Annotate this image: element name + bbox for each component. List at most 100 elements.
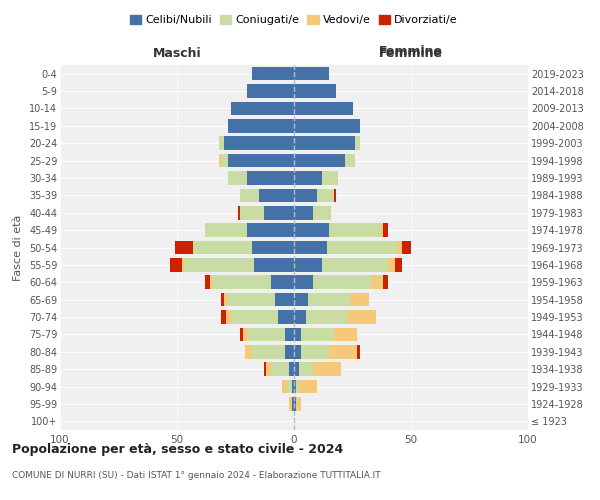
- Bar: [294, 136, 355, 150]
- Bar: [299, 380, 317, 394]
- Bar: [313, 362, 341, 376]
- Bar: [226, 310, 231, 324]
- Bar: [271, 276, 294, 289]
- Bar: [313, 206, 331, 220]
- Bar: [294, 345, 301, 358]
- Bar: [252, 240, 294, 254]
- Bar: [301, 328, 334, 341]
- Text: Femmine: Femmine: [379, 47, 443, 60]
- Bar: [294, 276, 313, 289]
- Bar: [346, 154, 355, 168]
- Bar: [229, 119, 294, 132]
- Bar: [294, 362, 299, 376]
- Bar: [193, 240, 252, 254]
- Bar: [175, 240, 193, 254]
- Bar: [329, 345, 357, 358]
- Bar: [306, 310, 348, 324]
- Bar: [221, 310, 226, 324]
- Bar: [294, 206, 313, 220]
- Bar: [221, 154, 229, 168]
- Bar: [284, 345, 294, 358]
- Bar: [294, 154, 346, 168]
- Bar: [397, 240, 401, 254]
- Bar: [294, 380, 296, 394]
- Bar: [313, 276, 371, 289]
- Text: Femmine: Femmine: [379, 44, 443, 58]
- Bar: [294, 188, 317, 202]
- Bar: [294, 240, 327, 254]
- Bar: [294, 397, 296, 410]
- Bar: [327, 240, 397, 254]
- Bar: [252, 67, 294, 80]
- Text: COMUNE DI NURRI (SU) - Dati ISTAT 1° gennaio 2024 - Elaborazione TUTTITALIA.IT: COMUNE DI NURRI (SU) - Dati ISTAT 1° gen…: [12, 471, 380, 480]
- Bar: [240, 206, 263, 220]
- Bar: [284, 328, 294, 341]
- Bar: [294, 84, 336, 98]
- Bar: [301, 345, 329, 358]
- Bar: [357, 345, 359, 358]
- Bar: [334, 328, 357, 341]
- Bar: [294, 310, 306, 324]
- Bar: [229, 154, 294, 168]
- Bar: [205, 276, 210, 289]
- Bar: [271, 362, 289, 376]
- Bar: [348, 310, 376, 324]
- Bar: [395, 258, 401, 272]
- Bar: [219, 136, 224, 150]
- Bar: [308, 293, 350, 306]
- Bar: [224, 136, 294, 150]
- Bar: [383, 224, 388, 237]
- Bar: [299, 362, 313, 376]
- Bar: [259, 188, 294, 202]
- Bar: [329, 224, 380, 237]
- Bar: [292, 380, 294, 394]
- Bar: [170, 258, 182, 272]
- Bar: [182, 258, 184, 272]
- Bar: [292, 397, 294, 410]
- Bar: [283, 380, 287, 394]
- Bar: [322, 258, 388, 272]
- Bar: [184, 258, 254, 272]
- Bar: [322, 171, 338, 185]
- Text: Maschi: Maschi: [152, 47, 202, 60]
- Bar: [289, 397, 292, 410]
- Bar: [294, 328, 301, 341]
- Bar: [212, 276, 271, 289]
- Bar: [294, 119, 359, 132]
- Bar: [383, 276, 388, 289]
- Bar: [294, 293, 308, 306]
- Bar: [287, 380, 292, 394]
- Bar: [263, 206, 294, 220]
- Bar: [263, 362, 266, 376]
- Bar: [247, 328, 284, 341]
- Bar: [334, 188, 336, 202]
- Bar: [240, 188, 259, 202]
- Bar: [229, 293, 275, 306]
- Bar: [231, 102, 294, 115]
- Bar: [240, 328, 242, 341]
- Bar: [278, 310, 294, 324]
- Bar: [245, 345, 252, 358]
- Bar: [294, 171, 322, 185]
- Bar: [254, 258, 294, 272]
- Bar: [388, 258, 395, 272]
- Bar: [355, 136, 359, 150]
- Text: Popolazione per età, sesso e stato civile - 2024: Popolazione per età, sesso e stato civil…: [12, 442, 343, 456]
- Bar: [247, 171, 294, 185]
- Bar: [238, 206, 240, 220]
- Bar: [289, 362, 294, 376]
- Bar: [219, 154, 221, 168]
- Bar: [252, 345, 284, 358]
- Bar: [296, 380, 299, 394]
- Bar: [229, 171, 247, 185]
- Bar: [242, 328, 247, 341]
- Bar: [224, 293, 229, 306]
- Bar: [294, 67, 329, 80]
- Bar: [350, 293, 369, 306]
- Bar: [231, 310, 278, 324]
- Bar: [210, 276, 212, 289]
- Bar: [294, 102, 353, 115]
- Bar: [205, 224, 247, 237]
- Bar: [294, 258, 322, 272]
- Bar: [266, 362, 271, 376]
